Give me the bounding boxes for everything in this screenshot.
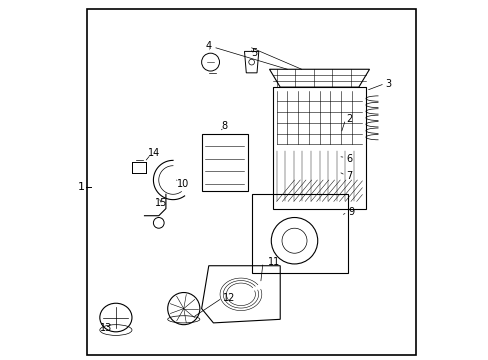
Text: 3: 3 bbox=[385, 78, 391, 89]
Text: 10: 10 bbox=[177, 179, 189, 189]
Text: 1: 1 bbox=[77, 182, 84, 192]
Text: 12: 12 bbox=[223, 293, 235, 303]
Text: 8: 8 bbox=[222, 121, 227, 131]
Text: 15: 15 bbox=[155, 198, 167, 208]
Text: 9: 9 bbox=[347, 207, 353, 217]
Text: 6: 6 bbox=[346, 154, 352, 163]
Text: 5: 5 bbox=[251, 48, 257, 58]
Text: 13: 13 bbox=[100, 323, 112, 333]
Text: 11: 11 bbox=[267, 257, 280, 267]
Text: 2: 2 bbox=[346, 114, 352, 124]
Text: 14: 14 bbox=[148, 148, 160, 158]
Bar bbox=[201, 134, 247, 191]
Text: 7: 7 bbox=[346, 171, 352, 181]
Bar bbox=[132, 162, 146, 173]
Text: 4: 4 bbox=[205, 41, 211, 51]
